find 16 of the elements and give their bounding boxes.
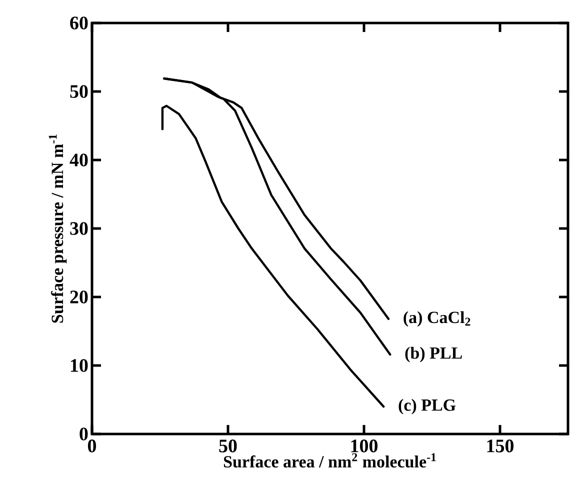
y-tick-label: 0 [80, 428, 88, 440]
y-tick-label: 10 [70, 359, 88, 372]
x-tick-label: 50 [219, 440, 237, 452]
x-tick-label: 150 [487, 440, 514, 452]
y-tick-label: 40 [70, 154, 88, 166]
y-tick-label: 60 [70, 16, 88, 30]
y-tick-label: 50 [70, 85, 88, 98]
series-label: (a) CaCl$_{2}$ [404, 311, 470, 327]
y-axis-title: Surface pressure / mN m$^{-1}$ [48, 134, 67, 323]
y-tick-label: 30 [70, 222, 88, 235]
series-label: (b) PLL [405, 346, 462, 362]
series-label: (c) PLG [398, 398, 456, 414]
x-axis-title: Surface area / nm$^{2}$ molecule$^{-1}$ [224, 453, 436, 468]
x-tick-label: 100 [351, 440, 378, 452]
y-tick-label: 20 [70, 290, 88, 304]
x-tick-label: 0 [88, 440, 96, 452]
